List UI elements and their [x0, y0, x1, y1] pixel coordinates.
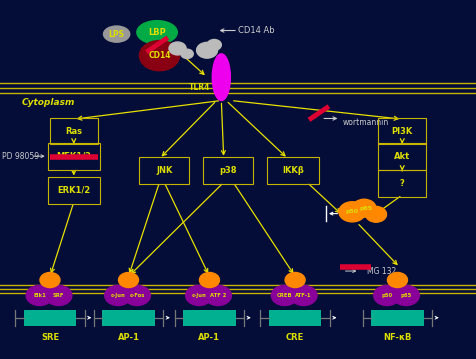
Text: PD 98059: PD 98059 — [2, 151, 40, 161]
Ellipse shape — [137, 20, 177, 44]
Text: Ras: Ras — [65, 126, 82, 136]
Circle shape — [205, 285, 231, 306]
FancyBboxPatch shape — [102, 310, 155, 326]
Circle shape — [393, 285, 419, 306]
Circle shape — [339, 202, 366, 222]
Circle shape — [119, 272, 139, 288]
Text: ?: ? — [400, 178, 405, 188]
Circle shape — [105, 285, 131, 306]
Circle shape — [26, 285, 53, 306]
Text: ATF-1: ATF-1 — [296, 293, 312, 298]
Text: Cytoplasm: Cytoplasm — [21, 98, 75, 107]
Text: wortmannin: wortmannin — [343, 117, 389, 127]
Circle shape — [199, 272, 219, 288]
Text: IKKβ: IKKβ — [282, 166, 304, 175]
Text: CD14: CD14 — [148, 51, 171, 60]
Circle shape — [374, 285, 400, 306]
Text: NF-κB: NF-κB — [383, 333, 412, 342]
Text: LBP: LBP — [148, 28, 166, 37]
Circle shape — [139, 41, 179, 71]
Ellipse shape — [212, 54, 230, 101]
Text: LPS: LPS — [109, 29, 125, 39]
FancyBboxPatch shape — [24, 310, 76, 326]
Text: ERK1/2: ERK1/2 — [57, 186, 90, 195]
Circle shape — [40, 272, 60, 288]
Text: PI3K: PI3K — [392, 126, 413, 136]
Circle shape — [285, 272, 305, 288]
FancyBboxPatch shape — [371, 310, 424, 326]
Text: Akt: Akt — [394, 151, 410, 161]
Circle shape — [271, 285, 298, 306]
Text: c-Fos: c-Fos — [129, 293, 145, 298]
Text: CD14 Ab: CD14 Ab — [238, 26, 275, 35]
Text: CRE: CRE — [286, 333, 304, 342]
Circle shape — [124, 285, 150, 306]
Text: c-Jun: c-Jun — [192, 293, 206, 298]
Text: ATF 2: ATF 2 — [210, 293, 226, 298]
Text: p65: p65 — [400, 293, 412, 298]
Text: c-Jun: c-Jun — [111, 293, 125, 298]
Text: p50: p50 — [346, 209, 359, 214]
Circle shape — [45, 285, 72, 306]
Text: p38: p38 — [220, 166, 237, 175]
Circle shape — [387, 272, 407, 288]
Text: AP-1: AP-1 — [198, 333, 220, 342]
FancyBboxPatch shape — [269, 310, 321, 326]
FancyBboxPatch shape — [183, 310, 236, 326]
Text: MEK1/2: MEK1/2 — [56, 151, 91, 161]
Text: TLR4: TLR4 — [189, 83, 210, 93]
Text: CREB: CREB — [277, 293, 292, 298]
Circle shape — [352, 199, 376, 217]
Text: AP-1: AP-1 — [118, 333, 139, 342]
Circle shape — [207, 39, 221, 50]
Circle shape — [169, 42, 186, 55]
Ellipse shape — [104, 26, 129, 42]
Circle shape — [197, 42, 218, 58]
Text: Elk1: Elk1 — [33, 293, 46, 298]
Circle shape — [366, 206, 387, 222]
Text: p65: p65 — [359, 206, 372, 211]
Text: MG 132: MG 132 — [367, 266, 396, 276]
Text: SRE: SRE — [41, 333, 59, 342]
Circle shape — [181, 49, 193, 59]
Circle shape — [290, 285, 317, 306]
Circle shape — [186, 285, 212, 306]
Text: JNK: JNK — [156, 166, 172, 175]
Text: SRF: SRF — [53, 293, 64, 298]
Text: p50: p50 — [381, 293, 393, 298]
